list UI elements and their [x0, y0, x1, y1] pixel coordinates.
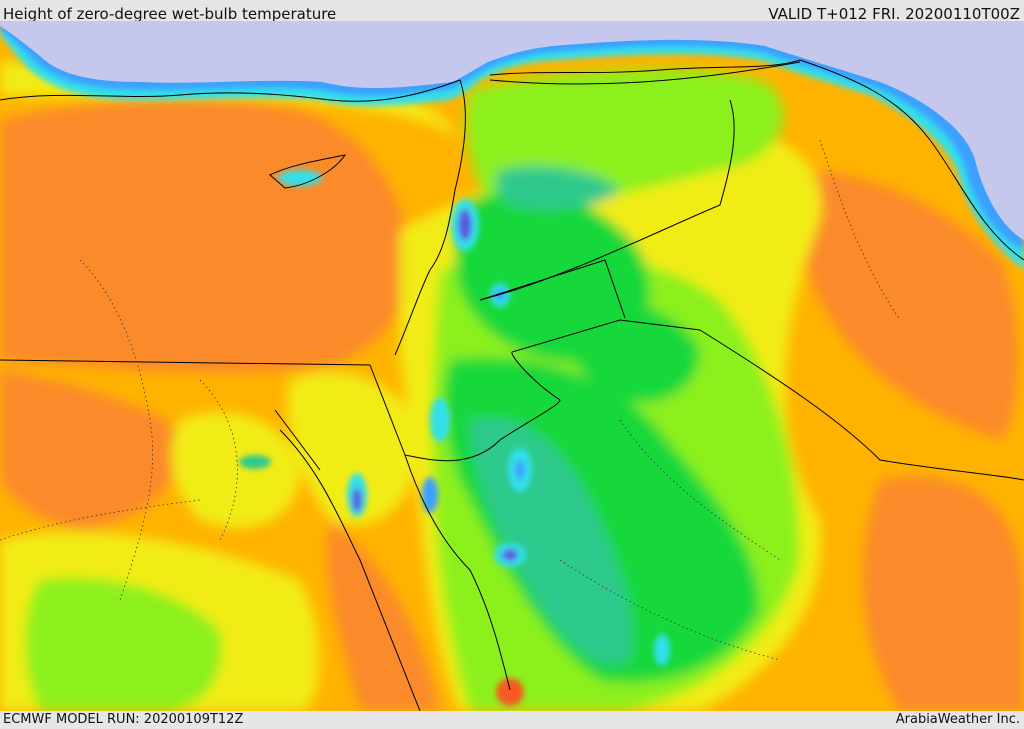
- valid-time-label: VALID T+012 FRI. 20200110T00Z: [768, 5, 1020, 21]
- teal-region-syria: [495, 166, 620, 210]
- cold-spot-asir: [654, 634, 670, 666]
- credit-label: ArabiaWeather Inc.: [895, 712, 1020, 727]
- mediterranean-sea: [0, 21, 1024, 240]
- cold-spot-hejaz-coast: [422, 477, 438, 513]
- weather-map[interactable]: [0, 21, 1024, 711]
- coastline-red-sea-west: [279, 429, 421, 711]
- border-syria-iraq: [479, 259, 626, 319]
- orange-region-sudan: [0, 370, 182, 530]
- province-line-4: [819, 139, 901, 321]
- province-line-6: [0, 499, 201, 541]
- coastline-red-sea-east: [404, 454, 511, 691]
- coastline-north-africa: [0, 79, 461, 102]
- border-jordan-saudi: [404, 399, 561, 462]
- border-egypt-sudan: [0, 359, 371, 366]
- cold-spots: [239, 170, 670, 706]
- cold-spot-egypt: [239, 455, 271, 469]
- map-title: Height of zero-degree wet-bulb temperatu…: [3, 5, 337, 21]
- province-line-2: [199, 379, 238, 541]
- coastline-turkey: [489, 59, 801, 76]
- header-bar: Height of zero-degree wet-bulb temperatu…: [0, 0, 1024, 21]
- internal-borders: [0, 139, 901, 661]
- province-line-5: [559, 559, 781, 661]
- border-iraq-saudi: [699, 329, 1024, 481]
- orange-region-iran: [789, 170, 1018, 440]
- border-egypt-israel: [369, 364, 406, 456]
- cold-spot-lebanon-core: [458, 209, 472, 241]
- coastline-cyprus: [269, 154, 347, 189]
- coastline-gulf-suez: [274, 409, 321, 471]
- cold-spot-hejaz-mid-core: [515, 460, 525, 480]
- coastline-iran: [799, 59, 1024, 261]
- cold-spot-hejaz-south-core: [502, 549, 518, 561]
- model-run-label: ECMWF MODEL RUN: 20200109T12Z: [3, 712, 244, 727]
- warm-spot-eritrea: [496, 678, 524, 706]
- orange-region-egypt: [0, 99, 412, 373]
- border-iraq-iran: [479, 99, 735, 301]
- border-syria-turkey: [489, 61, 801, 85]
- green-region-iraq: [558, 297, 700, 403]
- cold-spot-sinai-core: [352, 488, 362, 512]
- orange-region-redsea: [327, 520, 440, 711]
- coastline-levant: [394, 79, 466, 356]
- yellow-region-sinai: [287, 372, 420, 526]
- border-jordan-iraq: [511, 319, 701, 401]
- cold-spot-cyprus: [278, 170, 322, 186]
- light-green-region-sudan: [25, 577, 222, 711]
- footer-bar: ECMWF MODEL RUN: 20200109T12Z ArabiaWeat…: [0, 711, 1024, 729]
- orange-region-arabia-se: [862, 477, 1024, 711]
- cold-spot-hejaz-north: [430, 398, 450, 442]
- borders: [0, 59, 1024, 711]
- field-layers: [0, 60, 1024, 711]
- yellow-region-egypt-south: [171, 412, 300, 528]
